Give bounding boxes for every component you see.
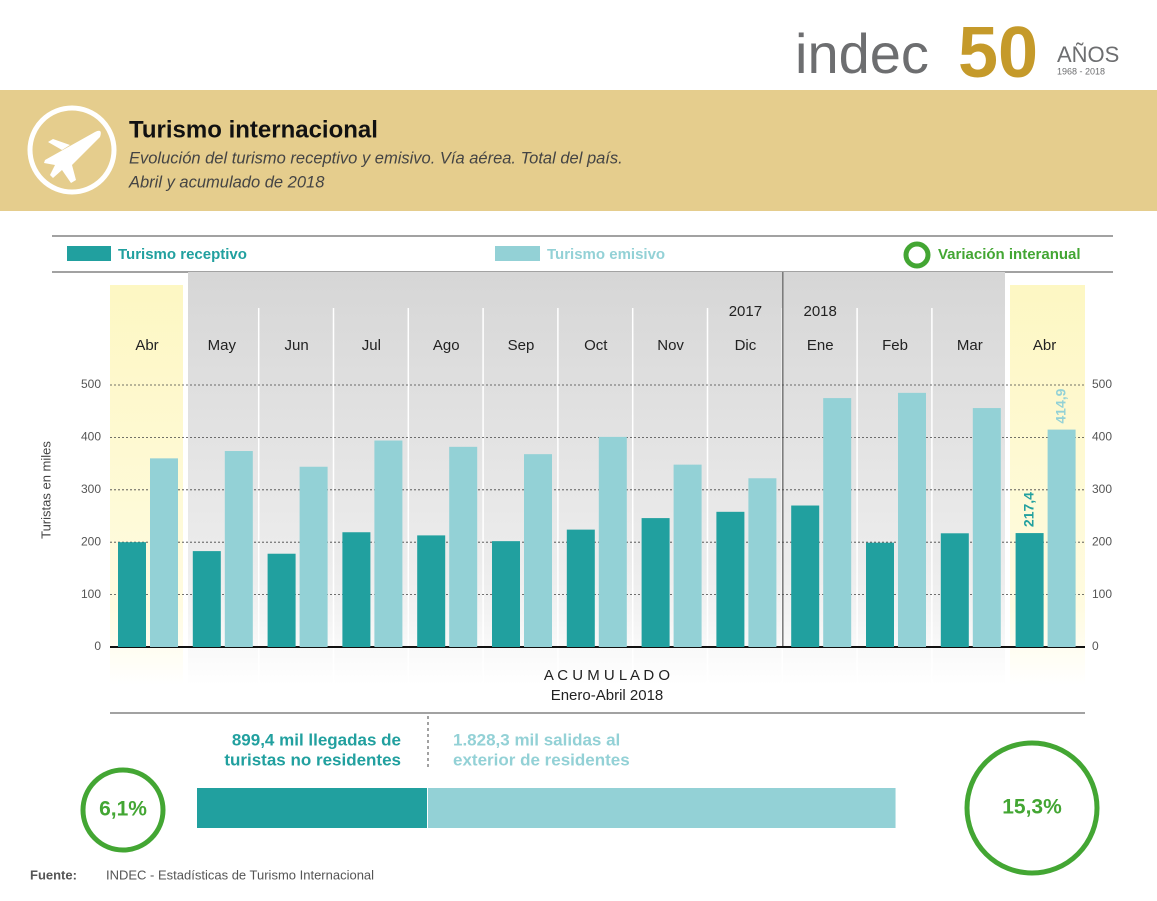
bar <box>716 511 745 647</box>
x-tick-label: Jul <box>362 337 381 354</box>
bar <box>823 398 852 647</box>
x-tick-label: May <box>208 337 237 354</box>
legend-label: Turismo emisivo <box>547 246 665 263</box>
section-subtitle: Enero-Abril 2018 <box>551 687 664 704</box>
variation-ring <box>964 740 1100 876</box>
y2-tick-label: 500 <box>1092 377 1112 391</box>
bar <box>898 392 926 647</box>
source: INDEC - Estadísticas de Turismo Internac… <box>106 867 374 882</box>
x-tick-label: Nov <box>657 337 684 354</box>
y2-tick-label: 300 <box>1092 482 1112 496</box>
bar <box>972 408 1001 647</box>
y-axis-label: Turistas en miles <box>38 441 53 539</box>
year-label: 2017 <box>729 303 762 320</box>
y-tick-label: 500 <box>81 377 101 391</box>
y-tick-label: 100 <box>81 587 101 601</box>
logo-number: 50 <box>958 13 1038 93</box>
bar <box>1015 533 1044 647</box>
subtitle: Abril y acumulado de 2018 <box>128 173 325 191</box>
y2-tick-label: 400 <box>1092 430 1112 444</box>
logo-years-range: 1968 - 2018 <box>1057 66 1105 76</box>
x-tick-label: Oct <box>584 337 608 354</box>
bar <box>673 464 702 647</box>
title: Turismo internacional <box>129 116 378 143</box>
bar <box>566 529 595 647</box>
bar <box>299 466 328 647</box>
bar <box>417 535 446 647</box>
y-tick-label: 0 <box>94 639 101 653</box>
bar <box>791 505 820 647</box>
year-label: 2018 <box>804 303 837 320</box>
bar <box>940 533 969 647</box>
y2-tick-label: 100 <box>1092 587 1112 601</box>
y2-tick-label: 0 <box>1092 639 1099 653</box>
y-tick-label: 200 <box>81 534 101 548</box>
subtitle: Evolución del turismo receptivo y emisiv… <box>129 149 623 167</box>
legend-swatch <box>67 246 111 261</box>
legend-label: Turismo receptivo <box>118 246 247 263</box>
value-label: 217,4 <box>1020 492 1036 527</box>
bar <box>150 458 178 647</box>
x-tick-label: Feb <box>882 337 908 354</box>
x-tick-label: Ago <box>433 337 460 354</box>
x-tick-label: Dic <box>735 337 757 354</box>
value-label: 414,9 <box>1052 388 1068 423</box>
bar <box>118 542 146 647</box>
accumulated-label: turistas no residentes <box>224 750 401 769</box>
bar <box>1047 429 1076 647</box>
accumulated-bar <box>428 788 896 828</box>
bar <box>748 478 777 647</box>
x-tick-label: Abr <box>1033 337 1056 354</box>
legend-swatch <box>495 246 540 261</box>
bar <box>224 451 253 647</box>
bar <box>866 542 894 647</box>
y-tick-label: 400 <box>81 430 101 444</box>
x-tick-label: Ene <box>807 337 834 354</box>
accumulated-bar <box>197 788 427 828</box>
x-tick-label: Sep <box>508 337 535 354</box>
legend-ring <box>903 241 931 269</box>
bar <box>342 532 371 647</box>
variation-label: 15,3% <box>1002 796 1062 819</box>
variation-ring <box>80 767 166 853</box>
logo-years-word: AÑOS <box>1057 42 1119 67</box>
bar <box>192 551 221 647</box>
bar <box>374 440 403 647</box>
accumulated-label: exterior de residentes <box>453 750 630 769</box>
bar <box>524 454 552 647</box>
accumulated-label: 1.828,3 mil salidas al <box>453 730 620 749</box>
bar <box>641 518 670 647</box>
x-tick-label: Abr <box>135 337 158 354</box>
plane-icon-ring <box>27 105 117 195</box>
y2-tick-label: 200 <box>1092 534 1112 548</box>
section-title: A C U M U L A D O <box>544 667 670 684</box>
bar <box>598 436 627 647</box>
accumulated-label: 899,4 mil llegadas de <box>232 730 401 749</box>
legend-label: Variación interanual <box>938 246 1081 263</box>
logo-brand: indec <box>795 22 929 85</box>
source-label: Fuente: <box>30 867 77 882</box>
variation-label: 6,1% <box>99 798 147 821</box>
header-band <box>0 90 1157 211</box>
bar <box>492 541 520 647</box>
bar <box>267 553 296 647</box>
x-tick-label: Mar <box>957 337 983 354</box>
x-tick-label: Jun <box>285 337 309 354</box>
y-tick-label: 300 <box>81 482 101 496</box>
plane-icon <box>44 130 101 183</box>
bar <box>449 446 478 647</box>
